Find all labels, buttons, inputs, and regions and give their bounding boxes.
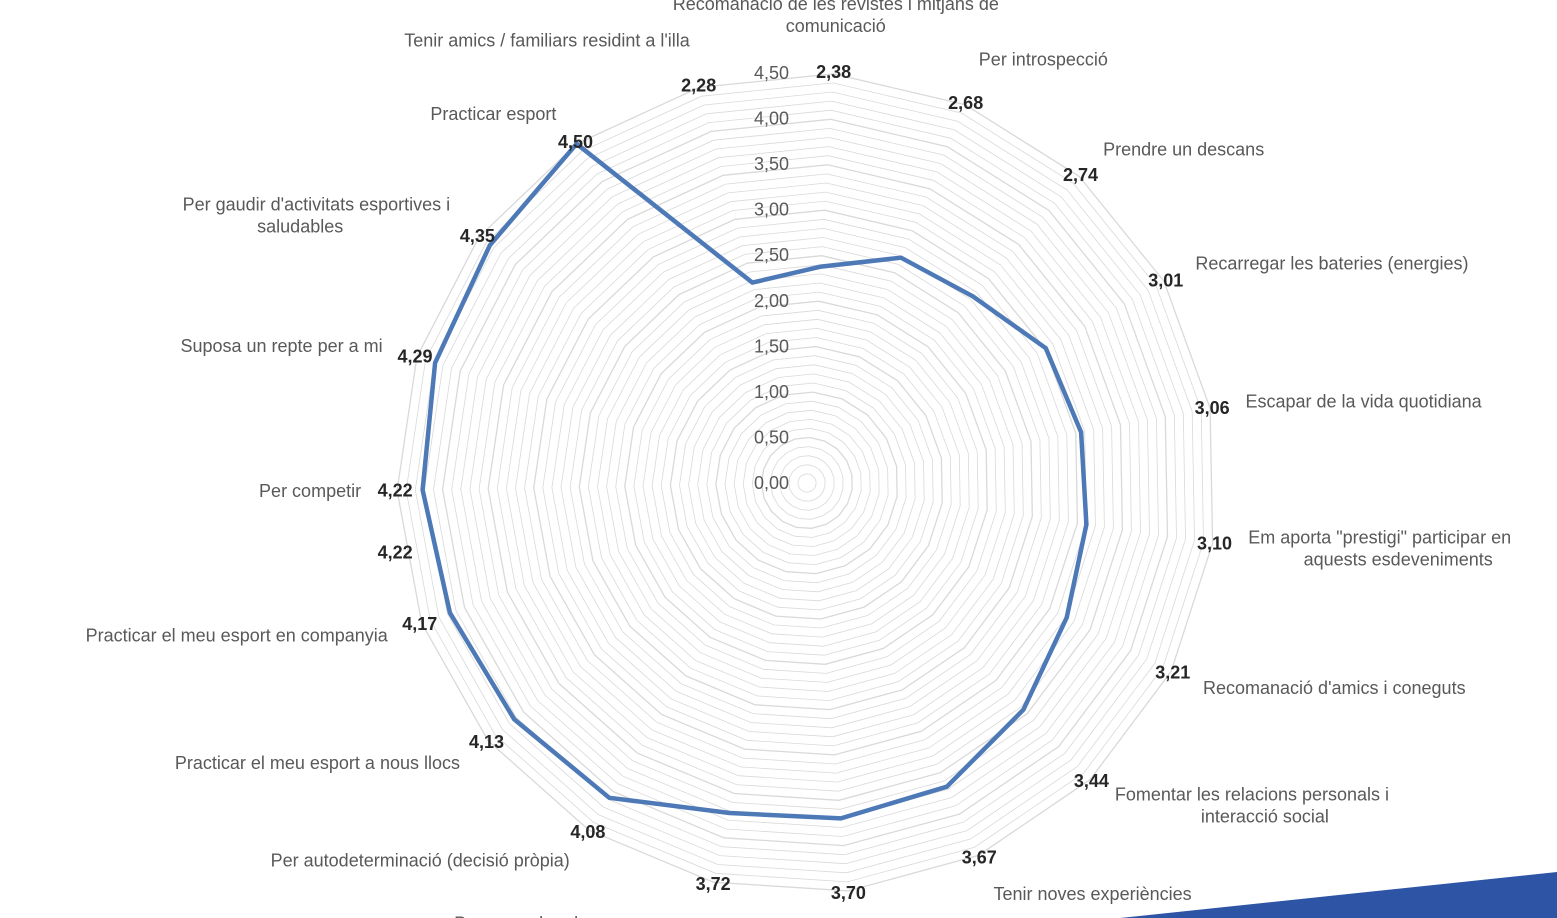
grid-ring [433, 109, 1177, 856]
grid-ring [606, 282, 1006, 683]
axis-tick-label: 1,00 [754, 382, 789, 402]
grid-ring [660, 337, 952, 629]
grid-ring [651, 327, 961, 638]
value-label: 3,67 [962, 847, 997, 867]
value-label: 2,28 [681, 76, 716, 96]
grid-ring [751, 427, 862, 538]
radar-grid [396, 73, 1214, 892]
grid-ring [441, 118, 1169, 847]
value-label: 4,35 [460, 226, 495, 246]
grid-ring [478, 155, 1132, 810]
category-label: Fomentar les relacions personals i intera… [1115, 785, 1389, 827]
value-label: 3,72 [696, 874, 731, 894]
grid-ring [742, 418, 871, 547]
axis-tick-label: 3,00 [754, 200, 789, 220]
category-label: Practicar el meu esport en companyia [86, 625, 389, 645]
grid-ring [405, 82, 1204, 883]
category-label: Practicar el meu esport a nous llocs [175, 753, 460, 773]
axis-tick-label: 0,50 [754, 427, 789, 447]
category-label: Per introspecció [979, 49, 1108, 69]
value-label: 2,68 [948, 93, 983, 113]
category-label: Per aprendre alguna cosa nova [454, 913, 706, 918]
category-label: Per competir [259, 481, 361, 501]
axis-tick-label: 2,00 [754, 291, 789, 311]
grid-ring [724, 400, 889, 566]
grid-ring [587, 264, 1024, 702]
grid-ring [797, 473, 817, 493]
grid-ring [542, 218, 1069, 747]
grid-ring [779, 455, 835, 511]
grid-ring [615, 291, 997, 674]
grid-ring [496, 173, 1114, 792]
grid-ring [642, 318, 970, 647]
value-label: 3,70 [831, 883, 866, 903]
grid-ring [396, 73, 1214, 892]
grid-ring [788, 464, 826, 502]
category-label: Prendre un descans [1103, 140, 1264, 160]
grid-ring [578, 255, 1033, 711]
category-label: Tenir amics / familiars residint a l'ill… [404, 31, 691, 51]
grid-ring [505, 182, 1105, 783]
axis-tick-label: 3,50 [754, 154, 789, 174]
category-label: Em aporta "prestigi" participar en aquest… [1248, 528, 1511, 570]
series-layer [420, 141, 1089, 821]
grid-ring [697, 373, 916, 593]
value-label: 4,29 [397, 346, 432, 366]
grid-ring [706, 382, 907, 584]
grid-ring [679, 355, 934, 611]
value-label: 3,44 [1074, 771, 1109, 791]
grid-ring [770, 446, 844, 520]
value-label: 3,06 [1195, 398, 1230, 418]
grid-ring [533, 209, 1079, 756]
axis-tick-label: 0,00 [754, 473, 789, 493]
grid-ring [560, 237, 1051, 729]
category-label: Per autodeterminació (decisió pròpia) [271, 851, 570, 871]
grid-ring [414, 91, 1195, 874]
category-label: Escapar de la vida quotidiana [1246, 392, 1483, 412]
grid-ring [688, 364, 925, 602]
grid-ring [597, 273, 1015, 692]
category-label: Recarregar les bateries (energies) [1195, 254, 1468, 274]
series-line [420, 141, 1089, 821]
category-label: Practicar esport [430, 104, 556, 124]
grid-ring [624, 300, 988, 665]
axis-tick-labels: 0,00 0,50 1,00 1,50 2,00 2,50 3,00 3,50 4,00 4,50 [754, 63, 789, 493]
grid-ring [451, 127, 1159, 837]
grid-ring [524, 200, 1087, 765]
category-label: Tenir noves experiències [994, 884, 1192, 904]
value-label: 4,13 [469, 732, 504, 752]
value-labels: 2,28 2,38 2,68 2,74 3,01 3,06 3,10 3,21 3,44 3,67… [378, 62, 1232, 903]
value-label: 3,01 [1148, 270, 1183, 290]
value-label: 4,17 [402, 614, 437, 634]
value-label: 2,74 [1063, 165, 1098, 185]
value-label: 3,21 [1155, 663, 1190, 683]
grid-ring [633, 309, 979, 656]
category-labels: Tenir amics / familiars residint a l'ill… [86, 0, 1511, 918]
value-label: 2,38 [816, 62, 851, 82]
axis-tick-label: 1,50 [754, 336, 789, 356]
grid-ring [460, 137, 1150, 828]
grid-ring [669, 345, 943, 620]
grid-ring [760, 436, 853, 529]
category-label: Recomanació d'amics i coneguts [1203, 678, 1466, 698]
value-label: 4,08 [570, 822, 605, 842]
category-label: Per gaudir d'activitats esportives i salu… [183, 194, 451, 236]
category-label: Suposa un repte per a mi [180, 336, 382, 356]
corner-accent-shape [1120, 872, 1557, 918]
value-label: 4,50 [558, 132, 593, 152]
axis-tick-label: 4,50 [754, 63, 789, 83]
value-label-extra: 4,22 [378, 542, 413, 562]
value-label: 4,22 [378, 480, 413, 500]
grid-ring [715, 391, 898, 575]
axis-tick-label: 2,50 [754, 245, 789, 265]
axis-tick-label: 4,00 [754, 109, 789, 129]
grid-ring [733, 409, 880, 556]
category-label: Recomanació de les revistes i mitjans de… [673, 0, 999, 36]
grid-ring [423, 100, 1186, 865]
grid-ring [515, 191, 1096, 774]
grid-ring [569, 246, 1042, 720]
value-label: 3,10 [1197, 534, 1232, 554]
grid-ring [487, 164, 1124, 801]
